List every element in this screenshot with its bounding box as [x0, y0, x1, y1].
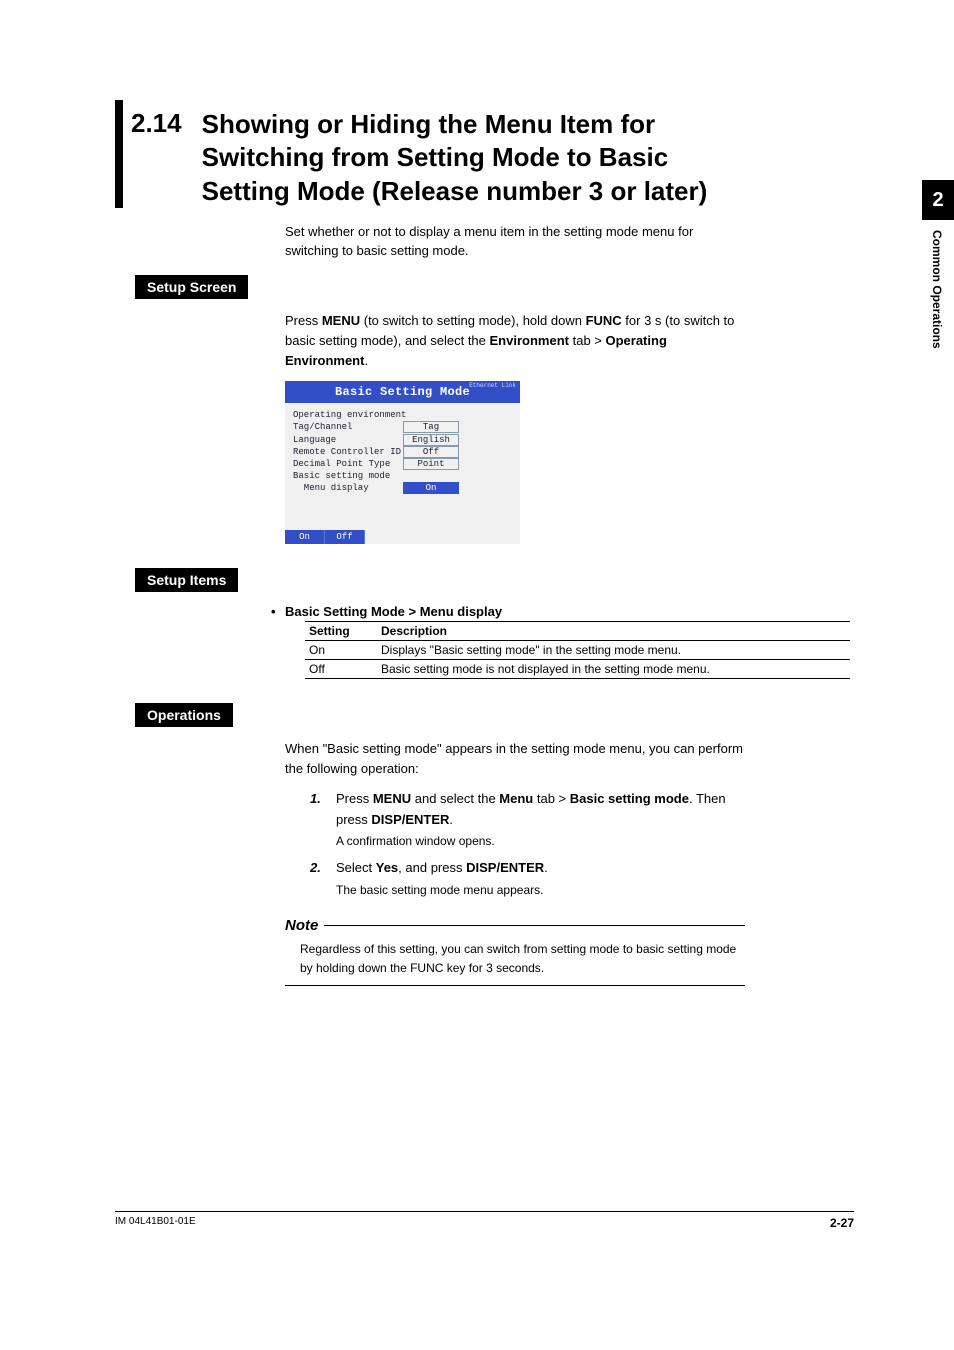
note-rule	[324, 925, 745, 926]
text-fragment: .	[364, 353, 368, 368]
page-footer: IM 04L41B01-01E 2-27	[115, 1211, 854, 1230]
operations-steps: 1. Press MENU and select the Menu tab > …	[310, 789, 745, 899]
section-heading: 2.14 Showing or Hiding the Menu Item for…	[115, 100, 745, 208]
heading-accent-bar	[115, 100, 123, 208]
step-number: 1.	[310, 789, 336, 850]
step-sub: A confirmation window opens.	[336, 832, 745, 851]
text-fragment: .	[449, 812, 453, 827]
cell-setting: On	[305, 641, 377, 660]
text-fragment: and select the	[411, 791, 499, 806]
ss-row-label: Decimal Point Type	[293, 458, 403, 470]
label-setup-items: Setup Items	[135, 568, 238, 592]
softkey-on: On	[285, 530, 325, 544]
cell-description: Displays "Basic setting mode" in the set…	[377, 641, 850, 660]
page-content: 2.14 Showing or Hiding the Menu Item for…	[0, 0, 845, 986]
kbd-menu: MENU	[322, 313, 360, 328]
ss-row-label: Operating environment	[293, 409, 512, 421]
settings-table: Setting Description On Displays "Basic s…	[305, 621, 850, 679]
ss-row-label: Menu display	[293, 482, 403, 494]
ss-row-label: Tag/Channel	[293, 421, 403, 433]
ss-row-label: Remote Controller ID	[293, 446, 403, 458]
ss-row-value: English	[403, 434, 459, 446]
text-fragment: Press	[285, 313, 322, 328]
text-fragment: , and press	[398, 860, 466, 875]
softkey-blank: .	[365, 530, 520, 544]
softkey-off: Off	[325, 530, 365, 544]
setup-items-heading-text: Basic Setting Mode > Menu display	[285, 604, 502, 619]
text-fragment: .	[544, 860, 548, 875]
setup-screen-text: Press MENU (to switch to setting mode), …	[285, 311, 745, 371]
setup-items-heading: •Basic Setting Mode > Menu display	[285, 604, 745, 619]
footer-page-number: 2-27	[830, 1216, 854, 1230]
item-basic-setting-mode: Basic setting mode	[570, 791, 689, 806]
th-setting: Setting	[305, 622, 377, 641]
screenshot-softkeys: On Off .	[285, 530, 520, 544]
text-fragment: Press	[336, 791, 373, 806]
footer-doc-id: IM 04L41B01-01E	[115, 1216, 196, 1230]
ss-row-label: Language	[293, 434, 403, 446]
text-fragment: tab >	[569, 333, 606, 348]
text-fragment: Select	[336, 860, 376, 875]
screenshot-corner-indicator: Ethernet Link	[469, 383, 516, 389]
label-operations: Operations	[135, 703, 233, 727]
step-1: 1. Press MENU and select the Menu tab > …	[310, 789, 745, 850]
cell-description: Basic setting mode is not displayed in t…	[377, 660, 850, 679]
text-fragment: tab >	[533, 791, 570, 806]
screenshot-titlebar: Basic Setting Mode Ethernet Link	[285, 381, 520, 403]
kbd-func: FUNC	[586, 313, 622, 328]
note-heading: Note	[285, 917, 745, 934]
screenshot-body: Operating environment Tag/ChannelTag Lan…	[285, 403, 520, 530]
kbd-disp-enter: DISP/ENTER	[466, 860, 544, 875]
cell-setting: Off	[305, 660, 377, 679]
step-body: Select Yes, and press DISP/ENTER. The ba…	[336, 858, 745, 899]
step-sub: The basic setting mode menu appears.	[336, 881, 745, 900]
bullet-icon: •	[271, 604, 285, 619]
text-fragment: (to switch to setting mode), hold down	[360, 313, 585, 328]
ss-row-value: Tag	[403, 421, 459, 433]
chapter-tab: 2 Common Operations	[922, 180, 954, 349]
kbd-disp-enter: DISP/ENTER	[371, 812, 449, 827]
step-2: 2. Select Yes, and press DISP/ENTER. The…	[310, 858, 745, 899]
note-body: Regardless of this setting, you can swit…	[300, 934, 745, 985]
option-yes: Yes	[376, 860, 398, 875]
ss-row-value: Off	[403, 446, 459, 458]
device-screenshot: Basic Setting Mode Ethernet Link Operati…	[285, 381, 520, 544]
step-number: 2.	[310, 858, 336, 899]
section-number: 2.14	[123, 100, 202, 139]
section-intro: Set whether or not to display a menu ite…	[285, 222, 745, 261]
table-row: Off Basic setting mode is not displayed …	[305, 660, 850, 679]
screenshot-title: Basic Setting Mode	[335, 385, 470, 399]
note-label: Note	[285, 917, 324, 934]
table-row: On Displays "Basic setting mode" in the …	[305, 641, 850, 660]
chapter-title: Common Operations	[930, 220, 944, 349]
th-description: Description	[377, 622, 850, 641]
operations-intro: When "Basic setting mode" appears in the…	[285, 739, 745, 779]
ss-row-value-selected: On	[403, 482, 459, 494]
ss-row-value: Point	[403, 458, 459, 470]
note-end-rule	[285, 985, 745, 986]
tab-menu: Menu	[499, 791, 533, 806]
tab-environment: Environment	[490, 333, 569, 348]
step-body: Press MENU and select the Menu tab > Bas…	[336, 789, 745, 850]
section-title: Showing or Hiding the Menu Item for Swit…	[202, 100, 745, 208]
kbd-menu: MENU	[373, 791, 411, 806]
label-setup-screen: Setup Screen	[135, 275, 248, 299]
chapter-number: 2	[922, 180, 954, 220]
ss-row-label: Basic setting mode	[293, 470, 512, 482]
